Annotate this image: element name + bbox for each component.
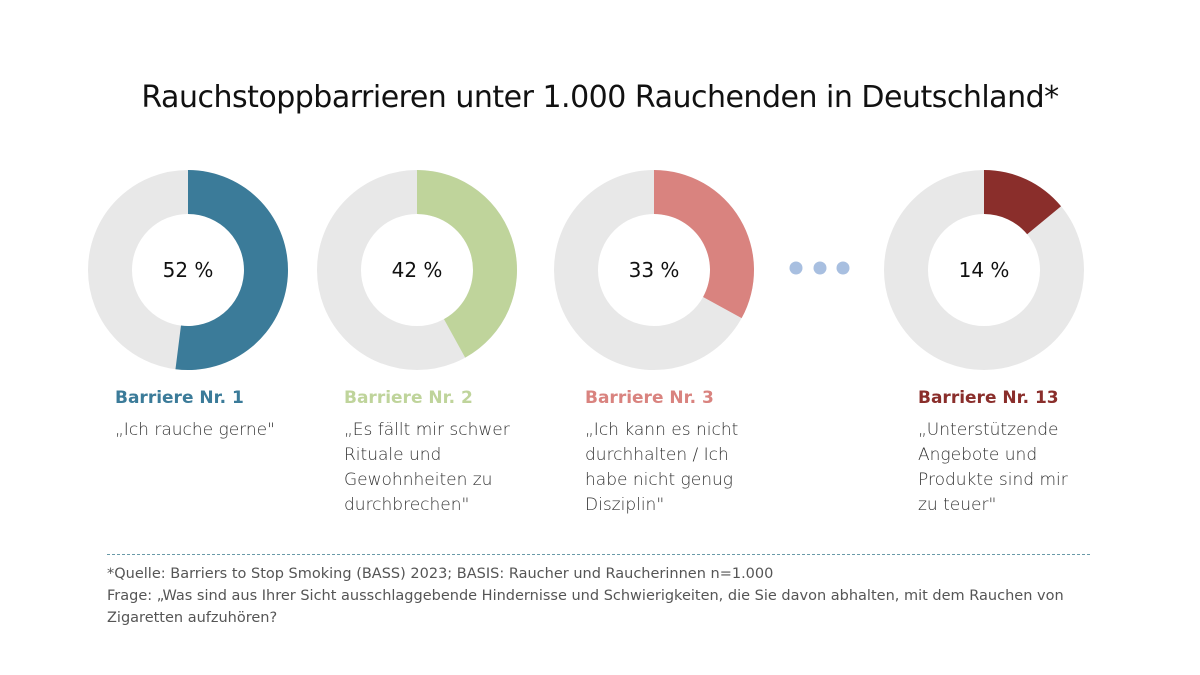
donut-segment xyxy=(175,170,288,370)
barrier-quote: „Ich rauche gerne" xyxy=(115,420,275,440)
ellipsis-dot xyxy=(813,261,827,275)
barrier-heading: Barriere Nr. 2 xyxy=(344,388,473,408)
barrier-label-4: Barriere Nr. 13 „Unterstützende Angebote… xyxy=(918,388,1088,518)
barrier-quote: „Es fällt mir schwer Rituale und Gewohnh… xyxy=(344,420,510,515)
donut-value-label: 42 % xyxy=(392,258,443,282)
footnote-source: *Quelle: Barriers to Stop Smoking (BASS)… xyxy=(107,566,774,582)
chart-title: Rauchstoppbarrieren unter 1.000 Rauchend… xyxy=(141,80,1059,115)
barrier-label-3: Barriere Nr. 3 „Ich kann es nicht durchh… xyxy=(585,388,765,518)
divider xyxy=(107,554,1090,555)
donut-segment xyxy=(417,170,517,358)
ellipsis-dot xyxy=(836,261,850,275)
donut-segment xyxy=(984,170,1062,235)
ellipsis-dot xyxy=(789,261,803,275)
footnote: *Quelle: Barriers to Stop Smoking (BASS)… xyxy=(107,563,1107,629)
barrier-heading: Barriere Nr. 1 xyxy=(115,388,244,408)
donut-value-label: 33 % xyxy=(629,258,680,282)
footnote-question: Frage: „Was sind aus Ihrer Sicht ausschl… xyxy=(107,588,1064,626)
barrier-quote: „Unterstützende Angebote und Produkte si… xyxy=(918,420,1068,515)
donut-value-label: 52 % xyxy=(163,258,214,282)
barrier-quote: „Ich kann es nicht durchhalten / Ich hab… xyxy=(585,420,739,515)
donut-segment xyxy=(654,170,754,319)
barrier-label-1: Barriere Nr. 1 „Ich rauche gerne" xyxy=(115,388,315,443)
barrier-label-2: Barriere Nr. 2 „Es fällt mir schwer Ritu… xyxy=(344,388,529,518)
barrier-heading: Barriere Nr. 3 xyxy=(585,388,714,408)
donut-value-label: 14 % xyxy=(959,258,1010,282)
barrier-heading: Barriere Nr. 13 xyxy=(918,388,1059,408)
